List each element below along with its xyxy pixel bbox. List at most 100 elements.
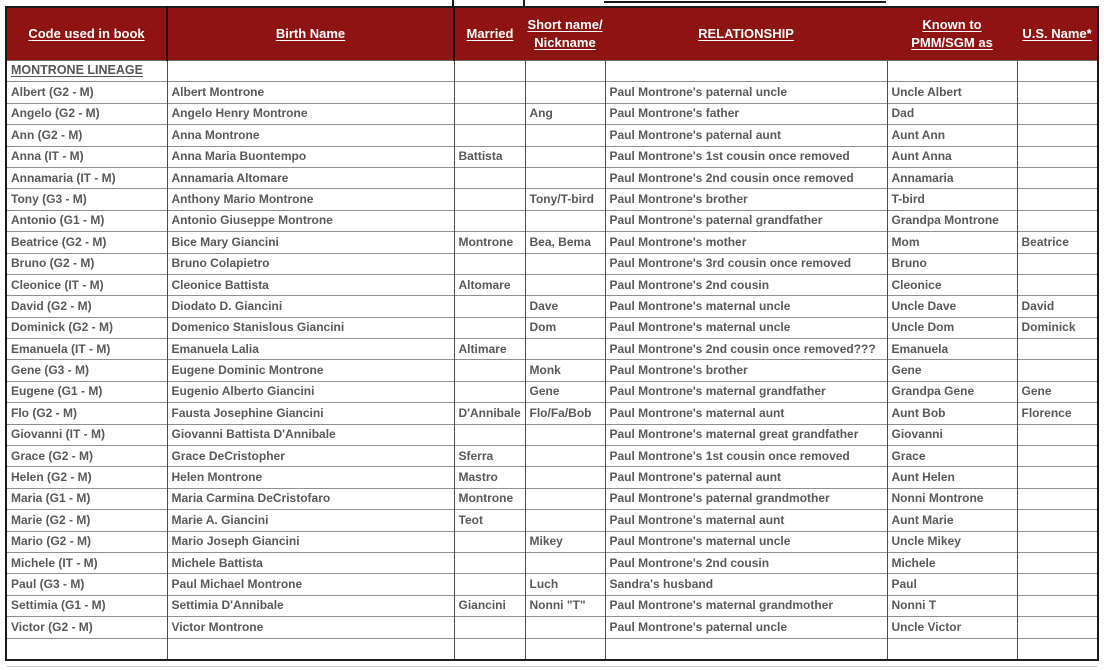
cell: Uncle Albert: [886, 81, 1017, 104]
cell: Ann (G2 - M): [6, 124, 167, 147]
cell: Maria (G1 - M): [6, 487, 167, 510]
cell: D'Annibale: [453, 402, 525, 425]
cell: [453, 124, 525, 147]
cell: Cleonice (IT - M): [6, 273, 167, 296]
cell: Paul Montrone's 3rd cousin once removed: [604, 252, 887, 275]
col-header-nickname: Short name/ Nickname: [525, 7, 605, 61]
cell: Montrone: [453, 487, 525, 510]
cell: Tony/T-bird: [524, 188, 605, 211]
cell: [1016, 209, 1098, 232]
cell: Paul Montrone's maternal aunt: [604, 402, 887, 425]
cell: Gene: [1016, 380, 1098, 403]
cell: [453, 616, 525, 639]
cell: [453, 252, 525, 275]
cell: Emanuela: [886, 338, 1017, 360]
cell: Mastro: [453, 466, 525, 489]
table-row: Mario (G2 - M) Mario Joseph Giancini Mikey…: [6, 530, 1098, 553]
cell: [1016, 637, 1098, 660]
cell: Bruno: [886, 252, 1017, 275]
cell: [453, 530, 525, 553]
cell: [524, 209, 605, 232]
cell: Paul Montrone's maternal uncle: [604, 316, 887, 339]
cell: [1016, 124, 1098, 147]
cell: Paul Montrone's maternal uncle: [604, 295, 887, 318]
cell: Annamaria: [886, 166, 1017, 189]
cell: [453, 188, 525, 211]
cell: [1016, 273, 1098, 296]
table-row: Flo (G2 - M) Fausta Josephine Giancini D'A…: [6, 402, 1098, 425]
cell: Mom: [886, 231, 1017, 254]
cell: Helen (G2 - M): [6, 466, 167, 489]
cell: Bruno Colapietro: [166, 252, 454, 275]
cell: Teot: [453, 509, 525, 532]
cell: Ang: [524, 102, 605, 125]
family-code-table: Code used in book Birth Name Married Sho…: [5, 6, 1099, 661]
table-row: Michele (IT - M) Michele Battista Paul Mon…: [6, 551, 1098, 574]
cell: Gene: [524, 380, 605, 403]
cell: Gene: [886, 359, 1017, 382]
cell: [453, 573, 525, 596]
cell: [1016, 573, 1098, 596]
crop-artifact-line: [604, 1, 886, 3]
cell: Flo/Fa/Bob: [524, 402, 605, 425]
cell: Mario Joseph Giancini: [166, 530, 454, 553]
cell: [1016, 551, 1098, 574]
cell: Bruno (G2 - M): [6, 252, 167, 275]
cell: Paul Montrone's brother: [604, 188, 887, 211]
table-body: MONTRONE LINEAGE Albert (G2 - M) Albert Mo…: [6, 59, 1098, 660]
cell: Domenico Stanislous Giancini: [166, 316, 454, 339]
table-row: Ann (G2 - M) Anna Montrone Paul Montrone's…: [6, 124, 1098, 147]
cell: Maria Carmina DeCristofaro: [166, 487, 454, 510]
table-row: Cleonice (IT - M) Cleonice Battista Altoma…: [6, 273, 1098, 296]
col-header-birth-name: Birth Name: [166, 7, 454, 61]
cell: Diodato D. Giancini: [166, 295, 454, 318]
cell: [453, 295, 525, 318]
cell: Grace: [886, 445, 1017, 467]
cell: Giovanni: [886, 423, 1017, 446]
cell: Marie A. Giancini: [166, 509, 454, 532]
cell: [1016, 59, 1098, 82]
cell: [1016, 166, 1098, 189]
cell: Uncle Victor: [886, 616, 1017, 639]
cell: [524, 423, 605, 446]
cell: [1016, 487, 1098, 510]
cell: Paul Montrone's maternal aunt: [604, 509, 887, 532]
cell: [524, 273, 605, 296]
cell: Michele: [886, 551, 1017, 574]
cell: Emanuela (IT - M): [6, 338, 167, 360]
cell: Michele Battista: [166, 551, 454, 574]
cell: Paul Montrone's brother: [604, 359, 887, 382]
empty-row: [6, 637, 1098, 660]
cell: Grandpa Montrone: [886, 209, 1017, 232]
cell: [453, 423, 525, 446]
cell: [1016, 509, 1098, 532]
cell: [453, 359, 525, 382]
col-header-married: Married: [453, 7, 525, 61]
cell: [524, 81, 605, 104]
header-row: Code used in book Birth Name Married Sho…: [6, 7, 1098, 61]
col-header-known-as: Known to PMM/SGM as: [887, 7, 1017, 61]
cell: Anna (IT - M): [6, 145, 167, 168]
table-row: Albert (G2 - M) Albert Montrone Paul Montr…: [6, 81, 1098, 104]
cell: [1016, 338, 1098, 360]
cell: Aunt Marie: [886, 509, 1017, 532]
cell: Paul Montrone's maternal great grandfath…: [604, 423, 887, 446]
cell: [166, 59, 454, 82]
cell: [886, 637, 1017, 660]
cell: Paul Montrone's 2nd cousin: [604, 551, 887, 574]
cell: Paul Montrone's 2nd cousin once removed: [604, 166, 887, 189]
cell: [524, 509, 605, 532]
cell: Monk: [524, 359, 605, 382]
cell: Luch: [524, 573, 605, 596]
cell: [1016, 252, 1098, 275]
cell: [524, 124, 605, 147]
cell: Dominick (G2 - M): [6, 316, 167, 339]
cell: [1016, 594, 1098, 617]
cell: [524, 338, 605, 360]
cell: [604, 637, 887, 660]
cell: Michele (IT - M): [6, 551, 167, 574]
cell: [453, 59, 525, 82]
cell: [1016, 102, 1098, 125]
crop-artifact-tick: [523, 0, 525, 6]
cell: Grace DeCristopher: [166, 445, 454, 467]
